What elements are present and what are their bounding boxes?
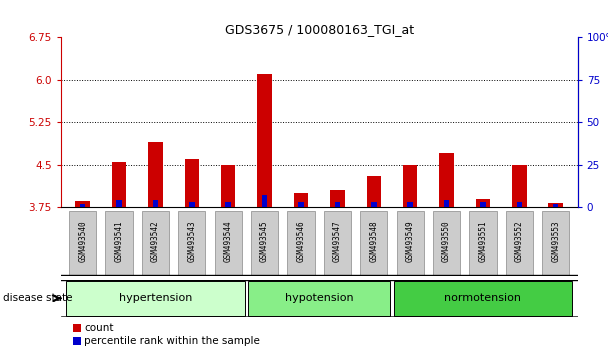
Text: count: count — [84, 323, 114, 333]
Text: percentile rank within the sample: percentile rank within the sample — [84, 336, 260, 346]
FancyBboxPatch shape — [66, 281, 244, 316]
Bar — [189, 202, 195, 207]
FancyBboxPatch shape — [215, 211, 242, 275]
Bar — [80, 204, 85, 207]
Bar — [517, 202, 522, 207]
FancyBboxPatch shape — [105, 211, 133, 275]
FancyBboxPatch shape — [288, 211, 315, 275]
Bar — [226, 202, 231, 207]
Text: GSM493545: GSM493545 — [260, 220, 269, 262]
Bar — [257, 74, 272, 207]
Bar — [116, 200, 122, 207]
Bar — [294, 193, 308, 207]
Bar — [553, 204, 559, 207]
Bar — [148, 142, 163, 207]
FancyBboxPatch shape — [251, 211, 278, 275]
Bar — [112, 162, 126, 207]
Text: GSM493540: GSM493540 — [78, 220, 87, 262]
Text: GSM493553: GSM493553 — [551, 220, 560, 262]
Title: GDS3675 / 100080163_TGI_at: GDS3675 / 100080163_TGI_at — [224, 23, 414, 36]
Text: disease state: disease state — [3, 293, 72, 303]
Bar — [440, 153, 454, 207]
FancyBboxPatch shape — [433, 211, 460, 275]
FancyBboxPatch shape — [360, 211, 387, 275]
Text: GSM493544: GSM493544 — [224, 220, 233, 262]
Bar — [480, 202, 486, 207]
Text: GSM493548: GSM493548 — [369, 220, 378, 262]
Text: GSM493550: GSM493550 — [442, 220, 451, 262]
FancyBboxPatch shape — [142, 211, 169, 275]
Text: GSM493546: GSM493546 — [297, 220, 305, 262]
Bar — [153, 200, 158, 207]
FancyBboxPatch shape — [506, 211, 533, 275]
Bar — [221, 165, 235, 207]
Bar — [185, 159, 199, 207]
Text: normotension: normotension — [444, 293, 522, 303]
FancyBboxPatch shape — [469, 211, 497, 275]
Text: GSM493543: GSM493543 — [187, 220, 196, 262]
Bar — [367, 176, 381, 207]
Bar — [403, 165, 418, 207]
Bar — [407, 202, 413, 207]
Text: GSM493541: GSM493541 — [114, 220, 123, 262]
Bar — [262, 195, 268, 207]
FancyBboxPatch shape — [394, 281, 572, 316]
Bar — [512, 165, 527, 207]
Bar — [371, 202, 376, 207]
Bar — [548, 202, 563, 207]
Text: hypertension: hypertension — [119, 293, 192, 303]
Bar — [75, 201, 90, 207]
Text: GSM493552: GSM493552 — [515, 220, 524, 262]
Bar — [299, 202, 304, 207]
FancyBboxPatch shape — [178, 211, 206, 275]
Text: hypotension: hypotension — [285, 293, 353, 303]
FancyBboxPatch shape — [542, 211, 570, 275]
FancyBboxPatch shape — [248, 281, 390, 316]
FancyBboxPatch shape — [323, 211, 351, 275]
Text: GSM493551: GSM493551 — [478, 220, 488, 262]
Text: GSM493547: GSM493547 — [333, 220, 342, 262]
Text: GSM493549: GSM493549 — [406, 220, 415, 262]
FancyBboxPatch shape — [69, 211, 96, 275]
Bar — [330, 190, 345, 207]
FancyBboxPatch shape — [396, 211, 424, 275]
Text: GSM493542: GSM493542 — [151, 220, 160, 262]
Bar — [475, 199, 490, 207]
Bar — [444, 200, 449, 207]
Bar — [334, 202, 340, 207]
